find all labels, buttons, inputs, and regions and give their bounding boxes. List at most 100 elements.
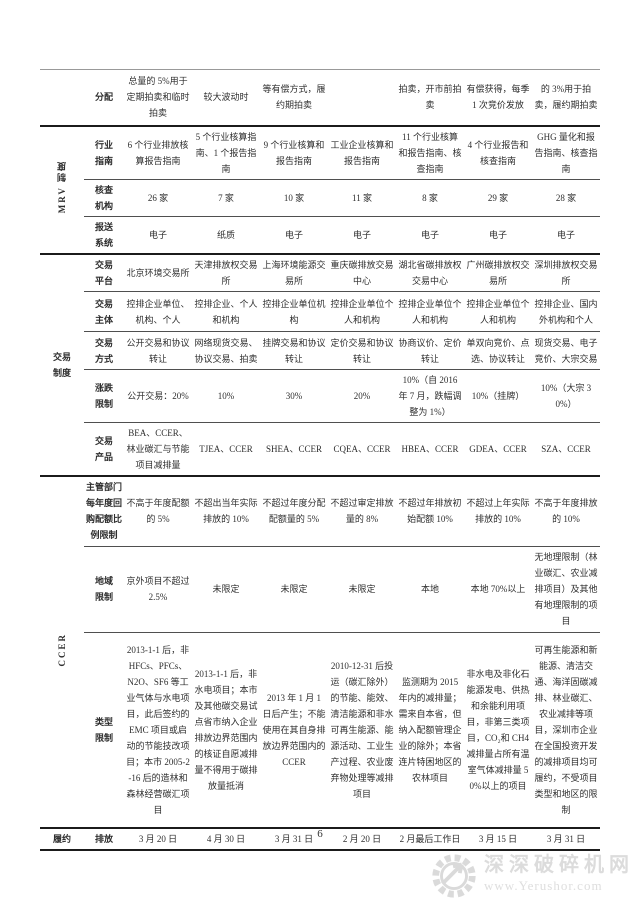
table-cell: 未限定 xyxy=(260,545,328,632)
row-label: 行业 指南 xyxy=(84,124,124,179)
table-cell: 电子 xyxy=(464,215,532,254)
group-label: 履约 xyxy=(40,827,84,851)
row-label: 交易 产品 xyxy=(84,422,124,476)
row-label: 涨跌 限制 xyxy=(84,369,124,423)
table-cell: 10% xyxy=(192,369,260,423)
table-cell: 控排企业单位个人和机构 xyxy=(328,291,396,332)
table-cell: 湖北省碳排放权交易中心 xyxy=(396,252,464,292)
table-cell: 30% xyxy=(260,369,328,423)
watermark-url: www.Yerushor.com xyxy=(484,878,603,893)
table-row: CCER 主管部门 每年度回 购配额比 例限制 不高于年度配额的 5% 不超出当年实际… xyxy=(40,475,600,828)
table-cell: 深圳排放权交易所 xyxy=(532,252,600,292)
table-cell: 2 月最后工作日 xyxy=(396,827,464,851)
table-cell: 未限定 xyxy=(192,545,260,632)
table-cell: GHG 量化和报告指南、核查指南 xyxy=(532,124,600,179)
table-cell: 6 个行业排放核算报告指南 xyxy=(124,124,192,179)
row-label: 核查 机构 xyxy=(84,178,124,216)
table-cell: 拍卖，开市前拍卖 xyxy=(398,84,462,111)
table-cell: 总量的 5%用于定期拍卖和临时拍卖 xyxy=(126,76,190,119)
table-cell: 本地 70%以上 xyxy=(464,545,532,632)
row-label: 类型 限制 xyxy=(84,631,124,828)
table-cell: 不超过年排放初始配额 10% xyxy=(396,475,464,546)
table-cell: 20% xyxy=(328,369,396,423)
row-label: 交易 方式 xyxy=(84,331,124,370)
table-cell: 有偿获得，每季 1 次竞价发放 xyxy=(466,84,530,111)
table-cell: 网络现货交易、协议交易、拍卖 xyxy=(192,331,260,370)
table-cell: 现货交易、电子竞价、大宗交易 xyxy=(532,331,600,370)
group-label-text: CCER xyxy=(57,632,67,667)
row-label: 报送 系统 xyxy=(84,215,124,254)
table-cell: 监测期为 2015 年内的减排量；需来自本省，但纳入配额管理企业的除外；本省连片… xyxy=(396,631,464,828)
table-cell: 单双向竞价、点选、协议转让 xyxy=(464,331,532,370)
watermark-texts: 深深破碎机网 www.Yerushor.com xyxy=(484,848,634,894)
table-cell: 可再生能源和新能源、清洁交通、海洋固碳减排、林业碳汇、农业减排等项目，深圳市企业… xyxy=(532,631,600,828)
table-cell: 2013 年 1 月 1 日后产生；不能使用在其自身排放边界范围内的 CCER xyxy=(260,631,328,828)
table-cell: 不高于年度排放的 10% xyxy=(532,475,600,546)
table-cell: 3 月 15 日 xyxy=(464,827,532,851)
table-cell: 不超过年度分配配额量的 5% xyxy=(260,475,328,546)
table-cell: 公开交易和协议转让 xyxy=(124,331,192,370)
table-cell: 9 个行业核算和报告指南 xyxy=(260,124,328,179)
table-cell: 非水电及非化石能源发电、供热和余能利用项目，非第三类项目，CO₂和 CH4 减排… xyxy=(464,631,532,828)
table-row: 分配 总量的 5%用于定期拍卖和临时拍卖 较大波动时 等有偿方式，履约期拍卖 拍卖，开市… xyxy=(40,70,600,126)
table-cell: 28 家 xyxy=(532,178,600,216)
table-cell: 广州碳排放权交易所 xyxy=(464,252,532,292)
watermark-text: 深深破碎机网 xyxy=(484,854,634,876)
table-cell: GDEA、CCER xyxy=(464,422,532,476)
table-cell: 未限定 xyxy=(328,545,396,632)
group-label xyxy=(40,70,84,126)
table-row: 地域 限制 京外项目不超过 2.5% 未限定 未限定 未限定 本地 本地 70%以上 无地理限… xyxy=(40,545,600,632)
table-cell: 不超出当年实际排放的 10% xyxy=(192,475,260,546)
table-cell: 的 3%用于拍卖，履约期拍卖 xyxy=(534,84,598,111)
table-cell: 上海环境能源交易所 xyxy=(260,252,328,292)
watermark: 深深破碎机网 www.Yerushor.com xyxy=(428,848,640,905)
table-cell: 控排企业、个人和机构 xyxy=(192,291,260,332)
group-label: CCER xyxy=(40,475,84,828)
row-label: 主管部门 每年度回 购配额比 例限制 xyxy=(84,475,124,546)
row-label: 分配 xyxy=(94,92,113,103)
table-cell: 2013-1-1 后，非 HFCs、PFCs、N2O、SF6 等工业气体与水电项… xyxy=(124,631,192,828)
table-cell: 协商议价、定价转让 xyxy=(396,331,464,370)
table-cell: 定价交易和协议转让 xyxy=(328,331,396,370)
table-cell: 3 月 31 日 xyxy=(532,827,600,851)
table-cell: 电子 xyxy=(328,215,396,254)
row-label: 交易 主体 xyxy=(84,291,124,332)
table-cell: 3 月 31 日 xyxy=(260,827,328,851)
table-cell: 3 月 20 日 xyxy=(124,827,192,851)
table-row: MRV 制度 行业 指南 6 个行业排放核算报告指南 5 个行业核算指南、1 个报告指… xyxy=(40,124,600,254)
table-cell: 7 家 xyxy=(192,178,260,216)
table-cell: 电子 xyxy=(532,215,600,254)
table-cell: 较大波动时 xyxy=(203,92,249,103)
table-cell xyxy=(328,70,396,126)
table-cell: 2 月 20 日 xyxy=(328,827,396,851)
table-cell: 2010-12-31 后投运（碳汇除外）的节能、能效、清洁能源和非水可再生能源、… xyxy=(328,631,396,828)
table-cell: 控排企业单位机构 xyxy=(260,291,328,332)
table-cell: 无地理限制（林业碳汇、农业减排项目）及其他有地理限制的项目 xyxy=(532,545,600,632)
table-cell: 不超过审定排放量的 8% xyxy=(328,475,396,546)
table-cell: 工业企业核算和报告指南 xyxy=(328,124,396,179)
table-cell: 天津排放权交易所 xyxy=(192,252,260,292)
table-cell: 等有偿方式，履约期拍卖 xyxy=(262,84,326,111)
table-cell: 4 月 30 日 xyxy=(192,827,260,851)
table-row: 类型 限制 2013-1-1 后，非 HFCs、PFCs、N2O、SF6 等工业气… xyxy=(40,631,600,828)
table-cell: 纸质 xyxy=(192,215,260,254)
table-cell: 北京环境交易所 xyxy=(124,252,192,292)
group-label: MRV 制度 xyxy=(40,124,84,254)
group-label-text: MRV 制度 xyxy=(57,160,67,214)
table-cell: 挂牌交易和协议转让 xyxy=(260,331,328,370)
table-cell: SZA、CCER xyxy=(532,422,600,476)
table-cell: 电子 xyxy=(260,215,328,254)
table-cell: 控排企业、国内外机构和个人 xyxy=(532,291,600,332)
table-cell: 不高于年度配额的 5% xyxy=(124,475,192,546)
table-row: 交易 主体 控排企业单位、机构、个人 控排企业、个人和机构 控排企业单位机构 控排企业单… xyxy=(40,291,600,332)
table-row: 交易 方式 公开交易和协议转让 网络现货交易、协议交易、拍卖 挂牌交易和协议转让 定价交… xyxy=(40,331,600,370)
table-cell: 8 家 xyxy=(396,178,464,216)
page-number: 6 xyxy=(317,828,323,840)
table-cell: 电子 xyxy=(124,215,192,254)
table-cell: 26 家 xyxy=(124,178,192,216)
table-cell: 2013-1-1 后，非水电项目；本市及其他碳交易试点省市纳入企业排放边界范围内… xyxy=(192,631,260,828)
table-cell: TJEA、CCER xyxy=(192,422,260,476)
